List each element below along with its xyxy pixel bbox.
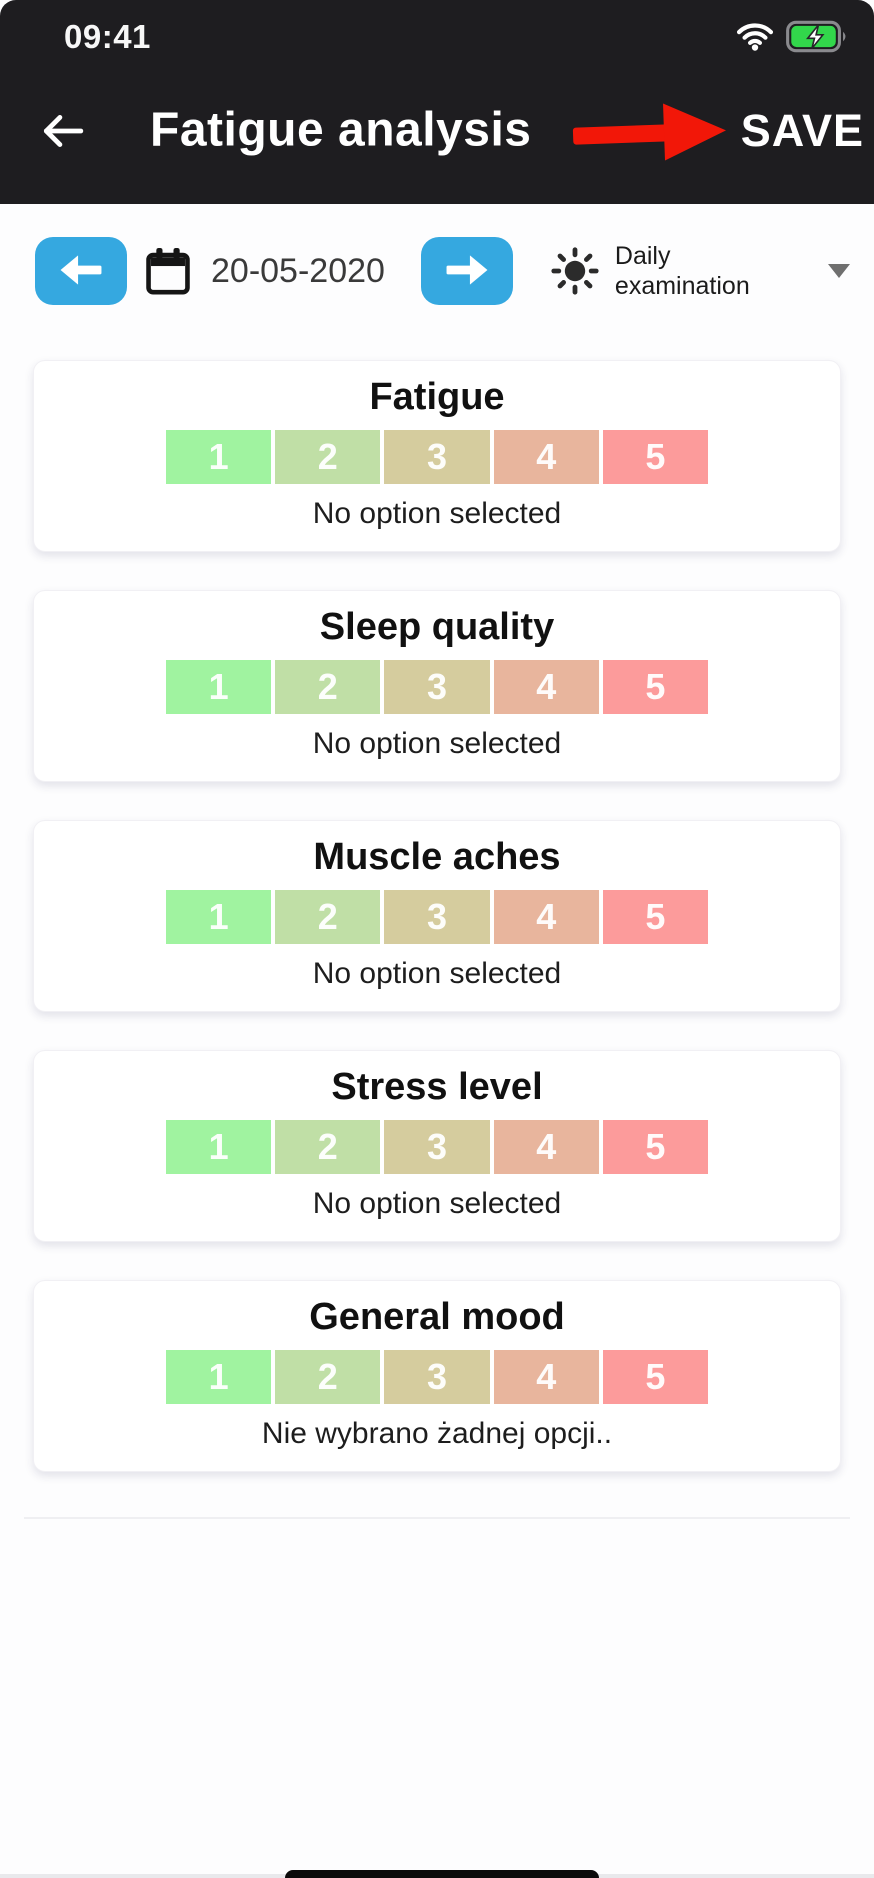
previous-day-button[interactable] [35,237,127,305]
rating-option-4[interactable]: 4 [493,889,599,944]
save-button[interactable]: SAVE [740,104,864,156]
arrow-right-icon [442,251,492,292]
rating-option-5[interactable]: 5 [602,1119,709,1174]
rating-option-5[interactable]: 5 [602,429,709,484]
battery-charging-icon [786,20,848,58]
status-bar: 09:41 [0,14,874,58]
home-indicator[interactable] [285,1870,599,1878]
rating-option-4[interactable]: 4 [493,1349,599,1404]
back-arrow-icon [39,111,85,154]
rating-option-1[interactable]: 1 [166,429,272,484]
rating-option-3[interactable]: 3 [384,889,490,944]
rating-option-2[interactable]: 2 [275,889,381,944]
list-end-divider [24,1517,850,1519]
rating-option-2[interactable]: 2 [275,429,381,484]
rating-option-5[interactable]: 5 [602,1349,709,1404]
wifi-icon [736,22,774,56]
app-header: 09:41 [0,0,874,204]
rating-option-4[interactable]: 4 [493,659,599,714]
card-status: Nie wybrano żadnej opcji.. [261,1416,613,1450]
card-title: Fatigue [369,376,505,418]
rating-option-1[interactable]: 1 [166,1349,272,1404]
rating-option-4[interactable]: 4 [493,1119,599,1174]
rating-option-5[interactable]: 5 [602,659,709,714]
annotation-red-arrow-icon [570,92,730,172]
card-status: No option selected [312,726,562,760]
card-title: Sleep quality [319,606,555,648]
page-title: Fatigue analysis [150,103,532,157]
card-title: Muscle aches [313,836,561,878]
examination-type-label: Daily examination [614,241,750,301]
card-status: No option selected [312,956,562,990]
rating-option-2[interactable]: 2 [275,1349,381,1404]
sun-icon [551,247,599,295]
rating-option-2[interactable]: 2 [275,1119,381,1174]
nav-bar: Fatigue analysis SAVE [0,60,874,204]
status-time: 09:41 [64,18,151,55]
card-status: No option selected [312,1186,562,1220]
rating-option-4[interactable]: 4 [493,429,599,484]
examination-type-dropdown[interactable]: Daily examination [513,241,874,302]
rating-option-2[interactable]: 2 [275,659,381,714]
arrow-left-icon [56,251,106,292]
next-day-button[interactable] [420,237,513,305]
status-icons [736,20,848,58]
rating-option-5[interactable]: 5 [602,889,709,944]
calendar-icon[interactable] [145,246,191,296]
card-title: General mood [309,1296,565,1338]
rating-option-3[interactable]: 3 [384,1349,490,1404]
rating-option-3[interactable]: 3 [384,429,490,484]
rating-option-3[interactable]: 3 [384,1119,490,1174]
card-title: Stress level [331,1066,543,1108]
rating-option-1[interactable]: 1 [166,659,272,714]
chevron-down-icon[interactable] [828,264,850,278]
back-button[interactable] [36,108,88,156]
rating-option-1[interactable]: 1 [166,1119,272,1174]
card-status: No option selected [312,496,562,530]
date-toolbar: 20-05-2020 [0,236,874,306]
rating-option-3[interactable]: 3 [384,659,490,714]
rating-option-1[interactable]: 1 [166,889,272,944]
selected-date[interactable]: 20-05-2020 [211,251,385,290]
